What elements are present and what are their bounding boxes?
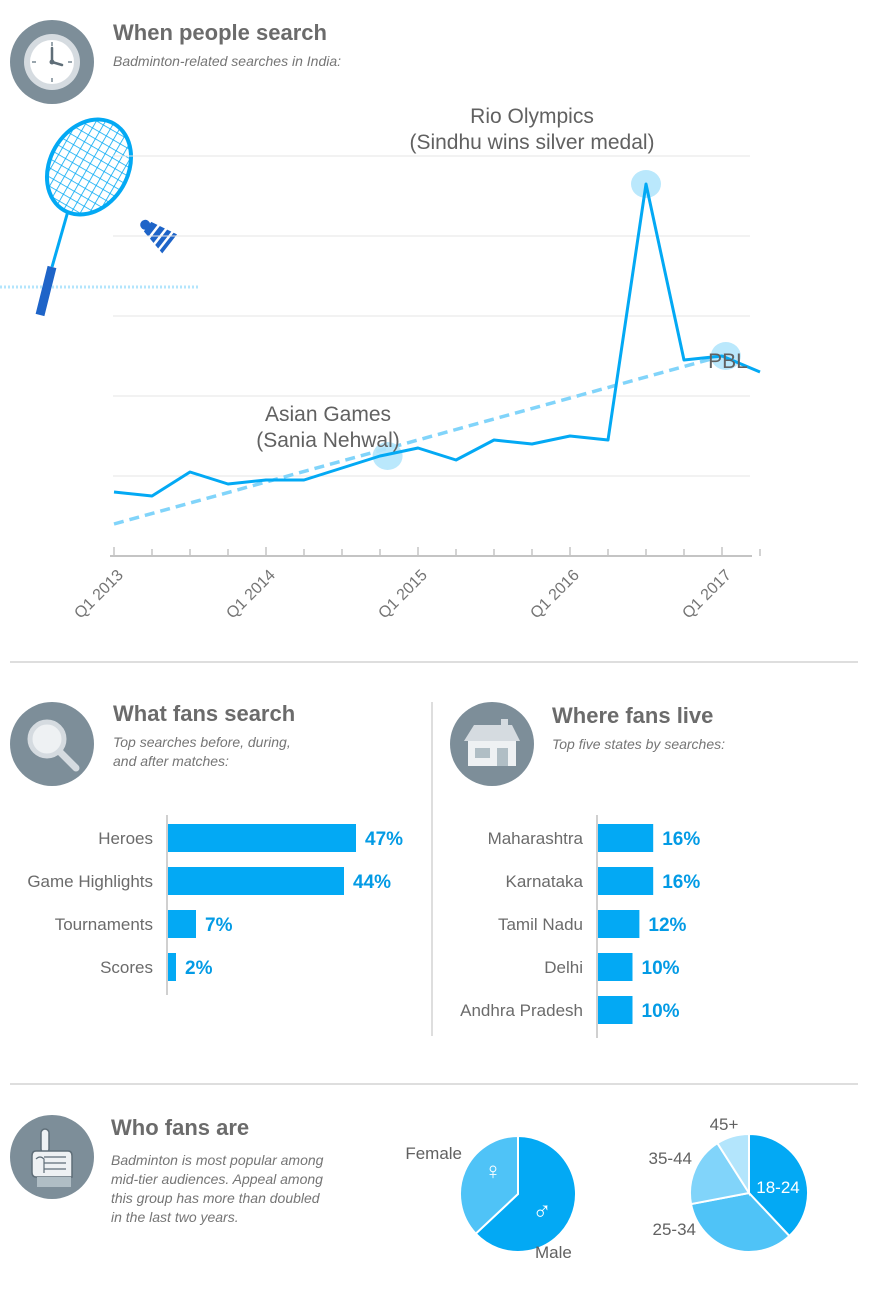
hand-icon-badge — [10, 1115, 94, 1199]
bar — [598, 953, 633, 981]
annotation-label: (Sindhu wins silver medal) — [409, 131, 654, 154]
bar-chart-where: Maharashtra 16% Karnataka 16% Tamil Nadu 12% D… — [460, 815, 700, 1038]
bar-label: Maharashtra — [488, 829, 584, 848]
section-title-where: Where fans live — [552, 703, 714, 728]
section-subtitle-who: Badminton is most popular among mid-tier… — [111, 1151, 323, 1227]
male-icon: ♂ — [532, 1196, 552, 1226]
female-icon: ♀ — [484, 1158, 502, 1185]
bar-label: Delhi — [544, 958, 583, 977]
vertical-divider — [431, 702, 433, 1036]
search-icon-badge — [10, 702, 94, 786]
pie-slice — [459, 1134, 519, 1236]
pie-slice — [474, 1134, 577, 1253]
house-icon-badge — [450, 702, 534, 786]
bar — [598, 910, 640, 938]
bar-label: Andhra Pradesh — [460, 1001, 583, 1020]
highlight-marker — [372, 442, 403, 470]
bar-label: Karnataka — [506, 872, 584, 891]
section-subtitle-where: Top five states by searches: — [552, 736, 726, 752]
bar-value-label: 47% — [365, 829, 403, 850]
line-chart: Q1 2013 Q1 2014 Q1 2015 Q1 2016 Q1 2017 Asian… — [71, 105, 761, 622]
series-line — [113, 182, 761, 498]
subtitle-line: mid-tier audiences. Appeal among — [111, 1171, 323, 1187]
bar-label: Scores — [100, 958, 153, 977]
x-tick-label: Q1 2014 — [223, 567, 278, 622]
x-tick-label: Q1 2013 — [71, 567, 126, 622]
pie-chart-age: 18-24 25-34 35-44 45+ — [649, 1115, 809, 1253]
pie-label: 35-44 — [649, 1149, 692, 1168]
trend-line — [113, 354, 723, 526]
bar-chart-what: Heroes 47% Game Highlights 44% Tournaments 7%… — [27, 815, 403, 995]
annotation-label: Asian Games — [265, 403, 391, 426]
x-tick-label: Q1 2015 — [375, 567, 430, 622]
bar — [598, 996, 633, 1024]
pie-slice — [716, 1132, 750, 1197]
bar-label: Heroes — [98, 829, 153, 848]
pie-label: 45+ — [710, 1115, 739, 1134]
bar — [168, 824, 356, 852]
pie-slice — [748, 1132, 809, 1238]
clock-icon — [24, 34, 80, 90]
bar-label: Tamil Nadu — [498, 915, 583, 934]
bar-value-label: 10% — [642, 1001, 680, 1022]
section-title-when: When people search — [113, 20, 327, 45]
house-icon — [464, 719, 520, 766]
pie-slice — [689, 1191, 791, 1253]
divider — [10, 661, 858, 663]
bar — [168, 953, 176, 981]
search-icon — [27, 719, 80, 772]
annotation-label: (Sania Nehwal) — [256, 429, 400, 452]
section-subtitle-when: Badminton-related searches in India: — [113, 53, 342, 69]
bar-value-label: 16% — [662, 829, 700, 850]
hand-icon — [31, 1128, 73, 1187]
section-subtitle-what: Top searches before, during, and after m… — [113, 733, 291, 771]
bar — [598, 867, 654, 895]
x-tick-label: Q1 2017 — [679, 567, 734, 622]
x-tick-label: Q1 2016 — [527, 567, 582, 622]
pie-label: Female — [405, 1144, 462, 1163]
bar-label: Game Highlights — [27, 872, 153, 891]
subtitle-line: and after matches: — [113, 753, 229, 769]
bar — [168, 910, 196, 938]
racket-icon — [35, 117, 134, 317]
section-title-who: Who fans are — [111, 1115, 250, 1140]
bar-label: Tournaments — [55, 915, 153, 934]
pie-label: 25-34 — [653, 1220, 696, 1239]
annotation-label: PBL — [708, 350, 748, 373]
pie-label: Male — [535, 1243, 572, 1262]
shuttlecock-icon — [140, 219, 178, 254]
bar — [168, 867, 344, 895]
bar-value-label: 2% — [185, 958, 213, 979]
subtitle-line: this group has more than doubled — [111, 1190, 320, 1206]
badminton-illustration — [0, 117, 200, 317]
subtitle-line: Top searches before, during, — [113, 734, 291, 750]
pie-slice — [689, 1141, 751, 1206]
annotation-label: Rio Olympics — [470, 105, 594, 128]
subtitle-line: Badminton is most popular among — [111, 1152, 324, 1168]
divider — [10, 1083, 858, 1085]
bar-value-label: 12% — [648, 915, 686, 936]
bar-value-label: 44% — [353, 872, 391, 893]
section-title-what: What fans search — [113, 701, 296, 726]
clock-icon-badge — [10, 20, 94, 104]
subtitle-line: in the last two years. — [111, 1209, 239, 1225]
bar-value-label: 7% — [205, 915, 233, 936]
bar-value-label: 16% — [662, 872, 700, 893]
pie-label: 18-24 — [756, 1178, 799, 1197]
bar-value-label: 10% — [642, 958, 680, 979]
pie-chart-gender: Male Female ♂ ♀ — [405, 1134, 577, 1262]
bar — [598, 824, 654, 852]
